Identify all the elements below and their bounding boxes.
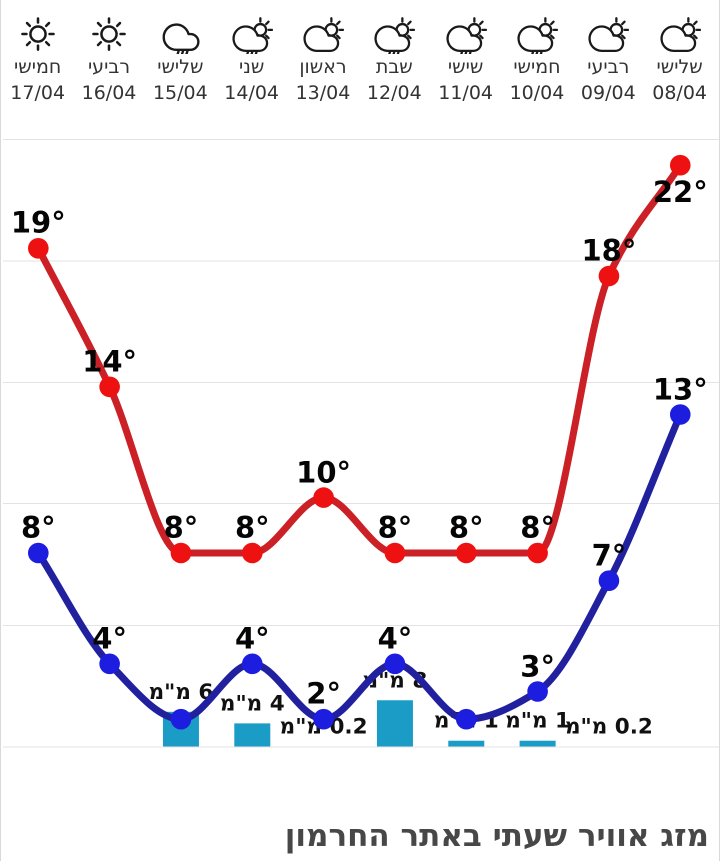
cloud-sun-icon (303, 17, 344, 52)
day-columns-header: חמישי 17/04 רביעי 16/04 שלישי 15/04 שני 14/04 רא… (2, 12, 716, 104)
high-temp-point (241, 542, 263, 564)
low-temp-point (28, 542, 49, 564)
day-name: שבת (375, 56, 413, 78)
rain-sun-icon (232, 17, 273, 54)
low-temp-point (99, 653, 120, 675)
low-temp-point (455, 708, 477, 730)
day-date: 08/04 (652, 82, 707, 104)
low-temp-point (669, 404, 691, 425)
day-date: 10/04 (509, 82, 565, 104)
high-temp-point (313, 487, 334, 508)
high-temp-line (34, 161, 684, 557)
day-name: רביעי (87, 56, 131, 78)
day-column[interactable]: שלישי 08/04 (644, 12, 715, 104)
high-temp-point (170, 542, 192, 564)
day-name: שישי (447, 56, 484, 78)
sunny-icon (92, 17, 126, 51)
day-date: 09/04 (580, 82, 636, 104)
high-temp-point (455, 542, 477, 564)
day-date: 13/04 (295, 82, 351, 104)
day-name: ראשון (299, 56, 347, 78)
precip-label: 1 מ"מ (505, 709, 570, 734)
day-column[interactable]: שבת 12/04 (359, 12, 430, 104)
precip-label: 0.2 מ"מ (565, 715, 653, 740)
low-temp-point (527, 681, 548, 702)
high-temp-point (384, 542, 406, 564)
day-name: רביעי (587, 56, 630, 78)
day-name: חמישי (513, 56, 561, 78)
day-date: 16/04 (81, 82, 137, 104)
day-column[interactable]: חמישי 10/04 (501, 12, 572, 104)
day-name: חמישי (14, 56, 62, 78)
day-column[interactable]: חמישי 17/04 (2, 12, 73, 104)
precip-bar (519, 740, 556, 747)
high-temp-point (527, 542, 548, 564)
low-temp-point (170, 708, 192, 730)
day-date: 12/04 (366, 82, 422, 104)
precip-bar (376, 700, 413, 747)
day-name: שלישי (656, 56, 703, 78)
day-column[interactable]: שני 14/04 (216, 12, 287, 104)
day-column[interactable]: ראשון 13/04 (287, 12, 358, 104)
precip-bar (234, 723, 271, 747)
day-column[interactable]: רביעי 16/04 (73, 12, 144, 104)
day-date: 14/04 (224, 82, 280, 104)
high-temp-point (99, 376, 120, 398)
precip-label: 6 מ"מ (149, 680, 214, 705)
precip-label: 4 מ"מ (220, 691, 285, 716)
low-temp-point (313, 708, 334, 730)
day-date: 17/04 (10, 82, 66, 104)
rain-sun-icon (517, 17, 558, 54)
rain-sun-icon (446, 17, 487, 54)
high-temp-point (598, 265, 620, 287)
day-column[interactable]: רביעי 09/04 (573, 12, 644, 104)
rain-icon (162, 23, 200, 54)
low-temp-point (598, 570, 620, 591)
day-date: 11/04 (438, 82, 494, 104)
high-temp-point (28, 238, 49, 259)
high-temp-point (669, 154, 691, 176)
day-column[interactable]: שישי 11/04 (430, 12, 501, 104)
precip-bar (448, 740, 485, 747)
low-temp-line (34, 411, 684, 723)
day-name: שלישי (157, 56, 204, 78)
cloud-sun-icon (660, 17, 701, 52)
sunny-icon (20, 17, 55, 51)
rain-sun-icon (374, 17, 416, 54)
day-name: שני (238, 56, 265, 78)
day-date: 15/04 (152, 82, 208, 104)
low-temp-point (384, 653, 406, 675)
low-temp-point (241, 653, 263, 675)
chart-title: מזג אוויר שעתי באתר החרמון (284, 818, 709, 854)
cloud-sun-icon (588, 17, 630, 52)
day-column[interactable]: שלישי 15/04 (145, 12, 216, 104)
